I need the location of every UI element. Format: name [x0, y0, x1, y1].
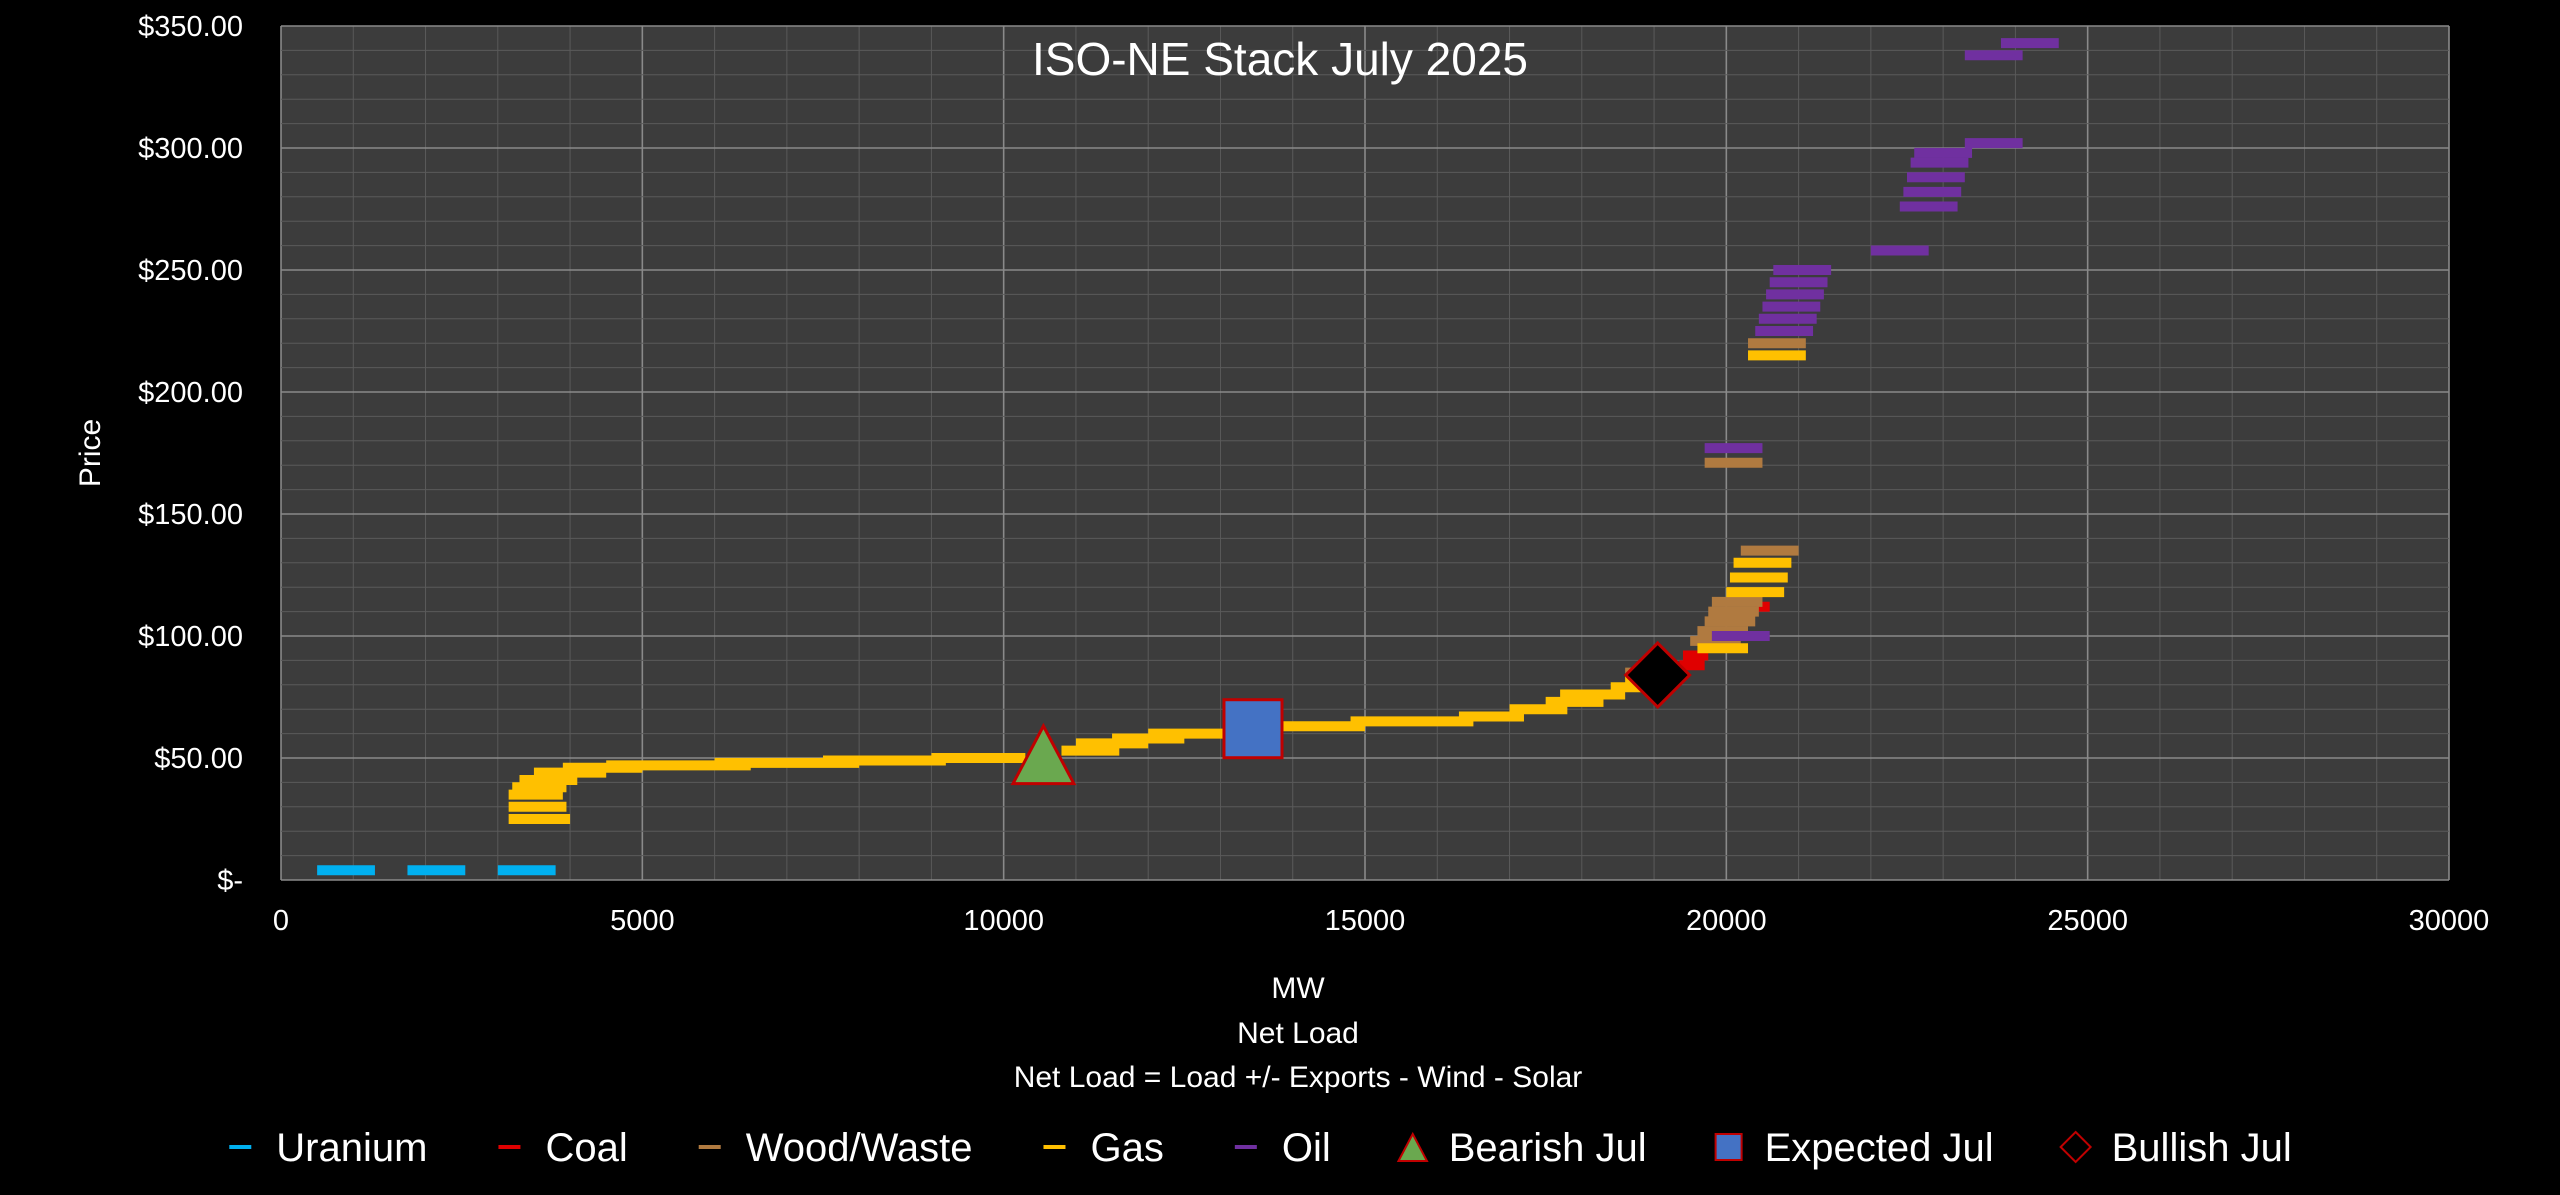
grid — [280, 25, 2450, 881]
legend-item-wood-waste: Wood/Waste — [698, 1126, 973, 1170]
series-oil — [1704, 38, 2059, 641]
x-tick-label: 5000 — [610, 905, 675, 937]
marker-layer — [1010, 640, 1692, 786]
x-tick-label: 30000 — [2409, 905, 2490, 937]
y-axis-title: Price — [74, 419, 107, 487]
x-axis-title-line-2: Net Load — [1237, 1017, 1359, 1050]
legend-item-oil: Oil — [1234, 1126, 1331, 1170]
legend-label: Coal — [545, 1126, 627, 1170]
legend-label: Bullish Jul — [2112, 1126, 2292, 1170]
legend-label: Gas — [1090, 1126, 1163, 1170]
axes: 0 5000 10000 15000 20000 25000 30000 $- $50.00 $1… — [138, 11, 2489, 937]
y-tick-label: $250.00 — [138, 255, 243, 287]
x-axis-title-line-3: Net Load = Load +/- Exports - Wind - Sol… — [1014, 1061, 1583, 1094]
chart-title: ISO-NE Stack July 2025 — [1032, 33, 1528, 85]
legend-item-bullish-jul: Bullish Jul — [2059, 1126, 2292, 1170]
x-tick-label: 15000 — [1325, 905, 1406, 937]
x-tick-label: 10000 — [963, 905, 1044, 937]
legend-item-uranium: Uranium — [229, 1126, 427, 1170]
x-tick-label: 0 — [273, 905, 289, 937]
legend-label: Uranium — [276, 1126, 427, 1170]
legend-label: Bearish Jul — [1449, 1126, 1647, 1170]
x-tick-label: 20000 — [1686, 905, 1767, 937]
marker-bullish-jul — [1623, 640, 1692, 710]
legend-label: Expected Jul — [1765, 1126, 1994, 1170]
y-tick-label: $100.00 — [138, 621, 243, 653]
y-tick-label: $300.00 — [138, 133, 243, 165]
legend: Uranium Coal Wood/Waste Gas Oil Bearish Jul Ex… — [229, 1126, 2292, 1170]
legend-swatch — [2059, 1130, 2093, 1164]
series-gas — [508, 350, 1806, 824]
x-tick-label: 25000 — [2047, 905, 2128, 937]
legend-item-expected-jul: Expected Jul — [1714, 1126, 1994, 1170]
y-tick-label: $350.00 — [138, 11, 243, 43]
legend-label: Wood/Waste — [746, 1126, 973, 1170]
series-layer — [317, 38, 2059, 876]
legend-item-gas: Gas — [1043, 1126, 1164, 1170]
legend-item-bearish-jul: Bearish Jul — [1396, 1126, 1647, 1170]
legend-swatch — [1396, 1131, 1429, 1162]
y-tick-label: $150.00 — [138, 499, 243, 531]
x-axis-title-line-1: MW — [1271, 972, 1325, 1005]
legend-label: Oil — [1282, 1126, 1331, 1170]
legend-swatch — [1714, 1133, 1743, 1161]
marker-expected-jul — [1222, 698, 1284, 760]
legend-item-coal: Coal — [498, 1126, 628, 1170]
y-tick-label: $50.00 — [154, 743, 243, 775]
y-tick-label: $200.00 — [138, 377, 243, 409]
y-tick-label: $- — [217, 865, 243, 897]
marker-bearish-jul — [1010, 722, 1077, 786]
